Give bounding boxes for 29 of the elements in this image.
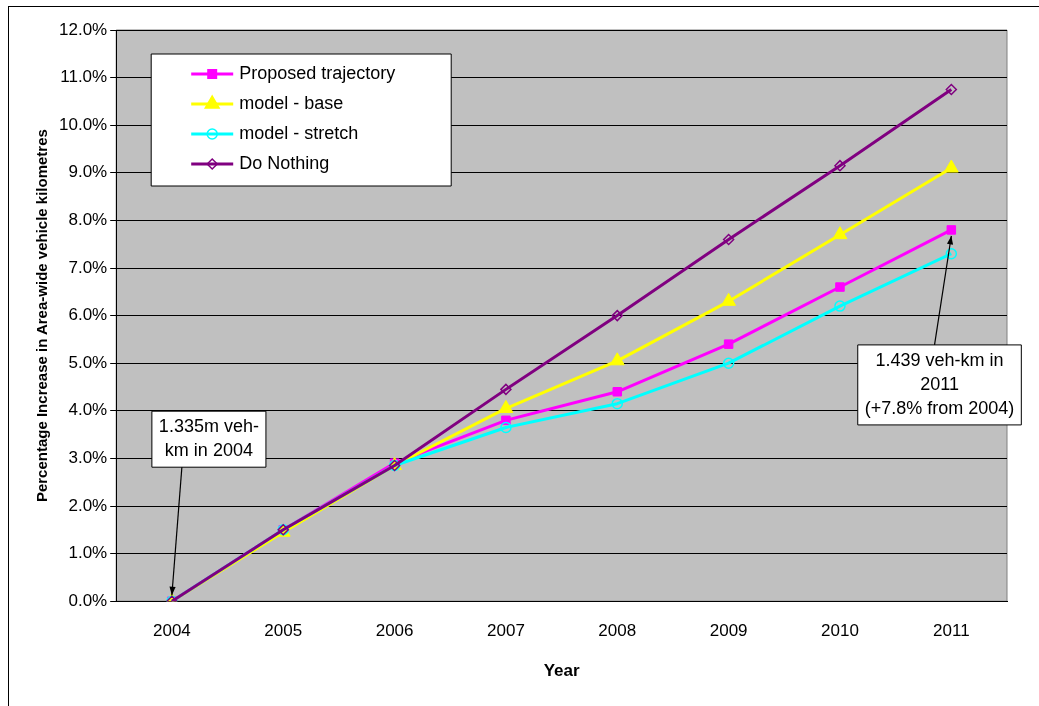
y-tick-label: 0.0%	[68, 590, 108, 610]
legend-label: Do Nothing	[239, 152, 330, 173]
x-tick-label: 2008	[598, 621, 637, 641]
x-axis-title: Year	[543, 661, 580, 681]
x-tick-label: 2004	[152, 621, 191, 641]
x-tick-label: 2005	[264, 621, 303, 641]
y-tick-label: 8.0%	[68, 210, 108, 230]
legend-label: model - stretch	[239, 122, 359, 143]
x-tick-label: 2010	[821, 621, 859, 641]
x-tick-label: 2007	[487, 621, 525, 641]
y-tick-label: 1.0%	[68, 543, 108, 563]
y-tick-label: 6.0%	[68, 305, 108, 325]
x-tick-label: 2011	[933, 621, 970, 641]
annotation: 1.439 veh-km in 2011 (+7.8% from 2004)	[864, 349, 1015, 418]
y-tick-label: 5.0%	[68, 352, 108, 372]
y-tick-label: 11.0%	[60, 67, 108, 87]
legend-label: model - base	[239, 92, 344, 113]
x-tick-label: 2006	[375, 621, 414, 641]
y-axis-title: Percentage Increase in Area-wide vehicle kilometres	[33, 129, 51, 503]
y-tick-label: 10.0%	[59, 114, 108, 134]
y-tick-label: 4.0%	[68, 400, 108, 420]
y-tick-label: 2.0%	[68, 495, 108, 515]
annotation: 1.335m veh- km in 2004	[158, 416, 259, 461]
legend-label: Proposed trajectory	[239, 62, 396, 83]
y-tick-label: 7.0%	[68, 257, 108, 277]
x-tick-label: 2009	[709, 621, 748, 641]
y-tick-label: 3.0%	[68, 448, 108, 468]
y-tick-label: 12.0%	[59, 19, 108, 39]
y-tick-label: 9.0%	[68, 162, 108, 182]
